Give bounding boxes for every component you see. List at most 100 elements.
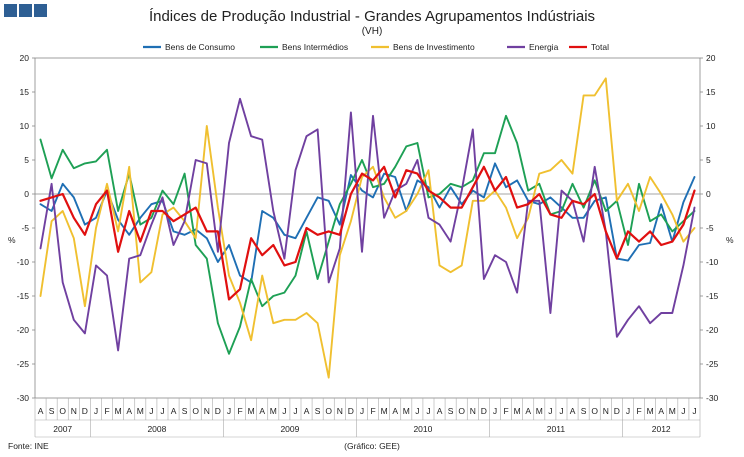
y-tick-label-right: 15 xyxy=(706,87,716,97)
x-tick-label: O xyxy=(192,406,199,416)
y-tick-label-right: 5 xyxy=(706,155,711,165)
x-tick-label: F xyxy=(636,406,641,416)
x-tick-label: D xyxy=(614,406,620,416)
year-label: 2012 xyxy=(652,424,671,434)
x-tick-label: M xyxy=(270,406,277,416)
x-tick-label: J xyxy=(94,406,98,416)
x-tick-label: M xyxy=(647,406,654,416)
credit-label: (Gráfico: GEE) xyxy=(344,441,400,451)
x-tick-label: J xyxy=(282,406,286,416)
y-axis-label-left: % xyxy=(8,235,16,245)
x-tick-label: D xyxy=(481,406,487,416)
x-tick-label: O xyxy=(325,406,332,416)
x-tick-label: S xyxy=(182,406,188,416)
x-tick-label: A xyxy=(525,406,531,416)
y-tick-label-right: 20 xyxy=(706,53,716,63)
x-tick-label: J xyxy=(692,406,696,416)
chart-title: Índices de Produção Industrial - Grandes… xyxy=(149,8,595,25)
x-tick-label: M xyxy=(536,406,543,416)
y-axis-label-right: % xyxy=(726,235,734,245)
x-tick-label: M xyxy=(669,406,676,416)
x-tick-label: J xyxy=(626,406,630,416)
x-tick-label: A xyxy=(259,406,265,416)
legend: Bens de Consumo Bens Intermédios Bens de I… xyxy=(143,42,609,52)
y-tick-label-left: -10 xyxy=(17,257,30,267)
year-label: 2010 xyxy=(413,424,432,434)
y-tick-label-right: -10 xyxy=(706,257,719,267)
axes: 20 20 15 15 10 10 5 5 0 0 -5 -5 -10 -10 -15 -15 -20 -20 -2… xyxy=(17,53,719,438)
legend-item-label: Total xyxy=(591,42,609,52)
x-tick-label: D xyxy=(348,406,354,416)
y-tick-label-right: 10 xyxy=(706,121,716,131)
legend-item-label: Bens Intermédios xyxy=(282,42,348,52)
x-tick-label: M xyxy=(514,406,521,416)
x-tick-label: F xyxy=(503,406,508,416)
x-tick-label: N xyxy=(71,406,77,416)
x-tick-label: M xyxy=(381,406,388,416)
x-tick-label: N xyxy=(337,406,343,416)
x-tick-label: M xyxy=(403,406,410,416)
x-tick-label: J xyxy=(548,406,552,416)
logo-square xyxy=(34,4,47,17)
x-tick-label: J xyxy=(227,406,231,416)
year-label: 2009 xyxy=(280,424,299,434)
x-tick-label: A xyxy=(171,406,177,416)
y-tick-label-left: 20 xyxy=(20,53,30,63)
x-tick-label: A xyxy=(304,406,310,416)
x-tick-label: D xyxy=(82,406,88,416)
y-tick-label-right: -30 xyxy=(706,393,719,403)
year-label: 2007 xyxy=(53,424,72,434)
x-tick-label: N xyxy=(603,406,609,416)
y-tick-label-right: -25 xyxy=(706,359,719,369)
x-tick-label: O xyxy=(59,406,66,416)
y-tick-label-left: 5 xyxy=(24,155,29,165)
series-lines xyxy=(39,77,696,379)
x-tick-label: F xyxy=(104,406,109,416)
chart-subtitle: (VH) xyxy=(362,26,383,37)
x-tick-label: J xyxy=(149,406,153,416)
x-tick-label: M xyxy=(137,406,144,416)
x-tick-label: A xyxy=(437,406,443,416)
x-tick-label: A xyxy=(570,406,576,416)
x-tick-label: O xyxy=(591,406,598,416)
y-tick-label-right: -20 xyxy=(706,325,719,335)
series-line-2 xyxy=(39,77,696,379)
y-tick-label-right: -15 xyxy=(706,291,719,301)
year-label: 2011 xyxy=(547,424,566,434)
y-tick-label-left: 15 xyxy=(20,87,30,97)
legend-item-label: Energia xyxy=(529,42,559,52)
source-label: Fonte: INE xyxy=(8,441,49,451)
x-tick-label: D xyxy=(215,406,221,416)
x-tick-label: F xyxy=(237,406,242,416)
x-tick-label: N xyxy=(204,406,210,416)
logo-square xyxy=(4,4,17,17)
series-line-4 xyxy=(39,165,696,301)
y-tick-label-left: -20 xyxy=(17,325,30,335)
x-tick-label: S xyxy=(448,406,454,416)
y-tick-label-left: -25 xyxy=(17,359,30,369)
x-tick-label: J xyxy=(293,406,297,416)
y-tick-label-left: -30 xyxy=(17,393,30,403)
x-tick-label: A xyxy=(658,406,664,416)
x-tick-label: A xyxy=(126,406,132,416)
x-tick-label: O xyxy=(458,406,465,416)
x-tick-label: J xyxy=(681,406,685,416)
y-tick-label-left: -15 xyxy=(17,291,30,301)
x-tick-label: J xyxy=(360,406,364,416)
x-tick-label: J xyxy=(493,406,497,416)
logo-square xyxy=(19,4,32,17)
x-tick-label: F xyxy=(370,406,375,416)
x-tick-label: M xyxy=(248,406,255,416)
y-tick-label-left: 0 xyxy=(24,189,29,199)
legend-item-label: Bens de Consumo xyxy=(165,42,235,52)
x-tick-label: A xyxy=(392,406,398,416)
x-tick-label: J xyxy=(160,406,164,416)
x-tick-label: J xyxy=(559,406,563,416)
x-tick-label: S xyxy=(581,406,587,416)
series-line-3 xyxy=(39,97,696,352)
x-tick-label: N xyxy=(470,406,476,416)
x-tick-label: M xyxy=(115,406,122,416)
x-tick-label: J xyxy=(426,406,430,416)
year-label: 2008 xyxy=(147,424,166,434)
